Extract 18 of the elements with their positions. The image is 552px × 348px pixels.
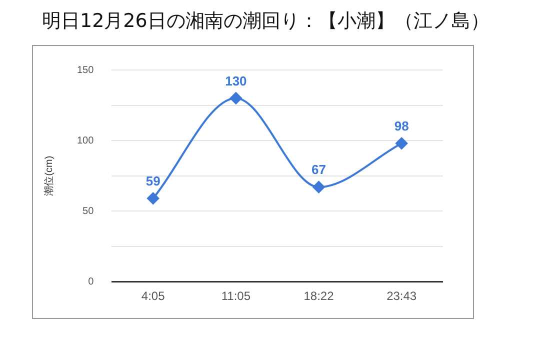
point	[312, 181, 325, 194]
point	[230, 92, 242, 104]
point	[396, 137, 408, 150]
y-tick-label: 150	[76, 64, 94, 76]
data-label: 98	[394, 118, 409, 134]
data-label: 67	[312, 162, 326, 178]
x-tick-label: 18:22	[304, 289, 334, 304]
chart-title: 明日12月26日の湘南の潮回り：【小潮】（江ノ島）	[42, 9, 490, 34]
y-tick-label: 50	[82, 206, 94, 217]
x-tick-label: 11:05	[221, 289, 251, 304]
data-label: 59	[146, 173, 160, 188]
point	[147, 192, 160, 204]
y-axis-title: 潮位(cm)	[42, 156, 55, 196]
x-tick-label: 23:43	[386, 289, 417, 304]
y-tick-label: 100	[76, 135, 94, 146]
y-tick-label: 0	[88, 276, 94, 288]
data-label: 130	[225, 73, 247, 88]
x-tick-label: 4:05	[141, 289, 166, 304]
